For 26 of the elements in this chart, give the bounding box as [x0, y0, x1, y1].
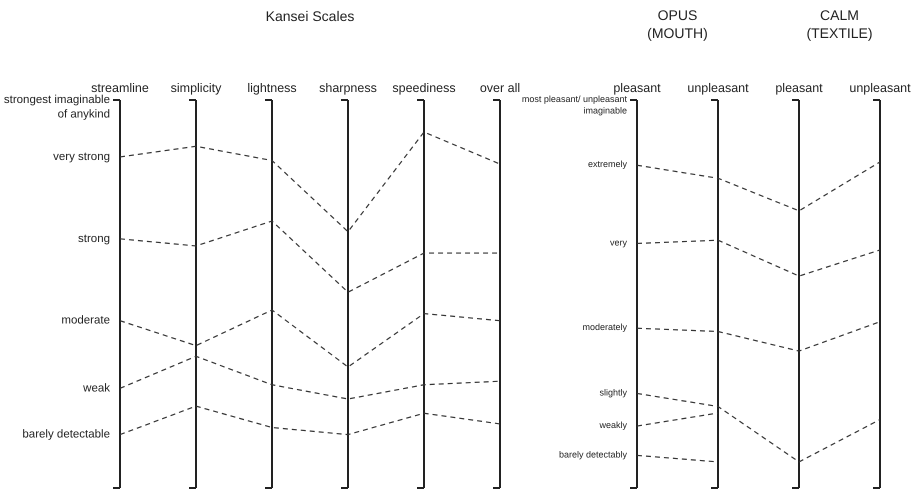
annotation: weak	[82, 382, 110, 394]
x-tick-label: lightness	[247, 81, 297, 95]
x-tick-label: streamline	[91, 81, 149, 95]
chart-title: Kansei Scales	[264, 8, 356, 24]
x-tick-label: pleasant	[613, 81, 662, 95]
x-tick-label: pleasant	[775, 81, 824, 95]
annotation: weakly	[598, 420, 628, 430]
x-tick-label: sharpness	[319, 81, 377, 95]
annotation: extremely	[588, 160, 628, 170]
annotation: strong	[78, 232, 110, 245]
x-tick-label: speediness	[392, 81, 456, 95]
annotation: slightly	[599, 388, 628, 398]
text: strongest imaginable of anykind	[4, 94, 110, 120]
text: CALM (TEXTILE)	[805, 6, 874, 42]
annotation: barely detectably	[558, 450, 628, 460]
text: OPUS (MOUTH)	[646, 6, 709, 42]
x-tick-label: simplicity	[170, 81, 222, 95]
annotation: barely detectable	[22, 428, 110, 441]
annotation: very	[610, 238, 628, 248]
annotation: moderately	[582, 322, 628, 333]
x-tick-label: unpleasant	[849, 81, 912, 95]
text: most pleasant/ unpleasant imaginable	[522, 94, 628, 116]
x-tick-label: unpleasant	[687, 81, 750, 95]
x-tick-label: over all	[480, 81, 520, 95]
annotation: moderate	[61, 314, 110, 327]
annotation: very strong	[53, 150, 110, 163]
